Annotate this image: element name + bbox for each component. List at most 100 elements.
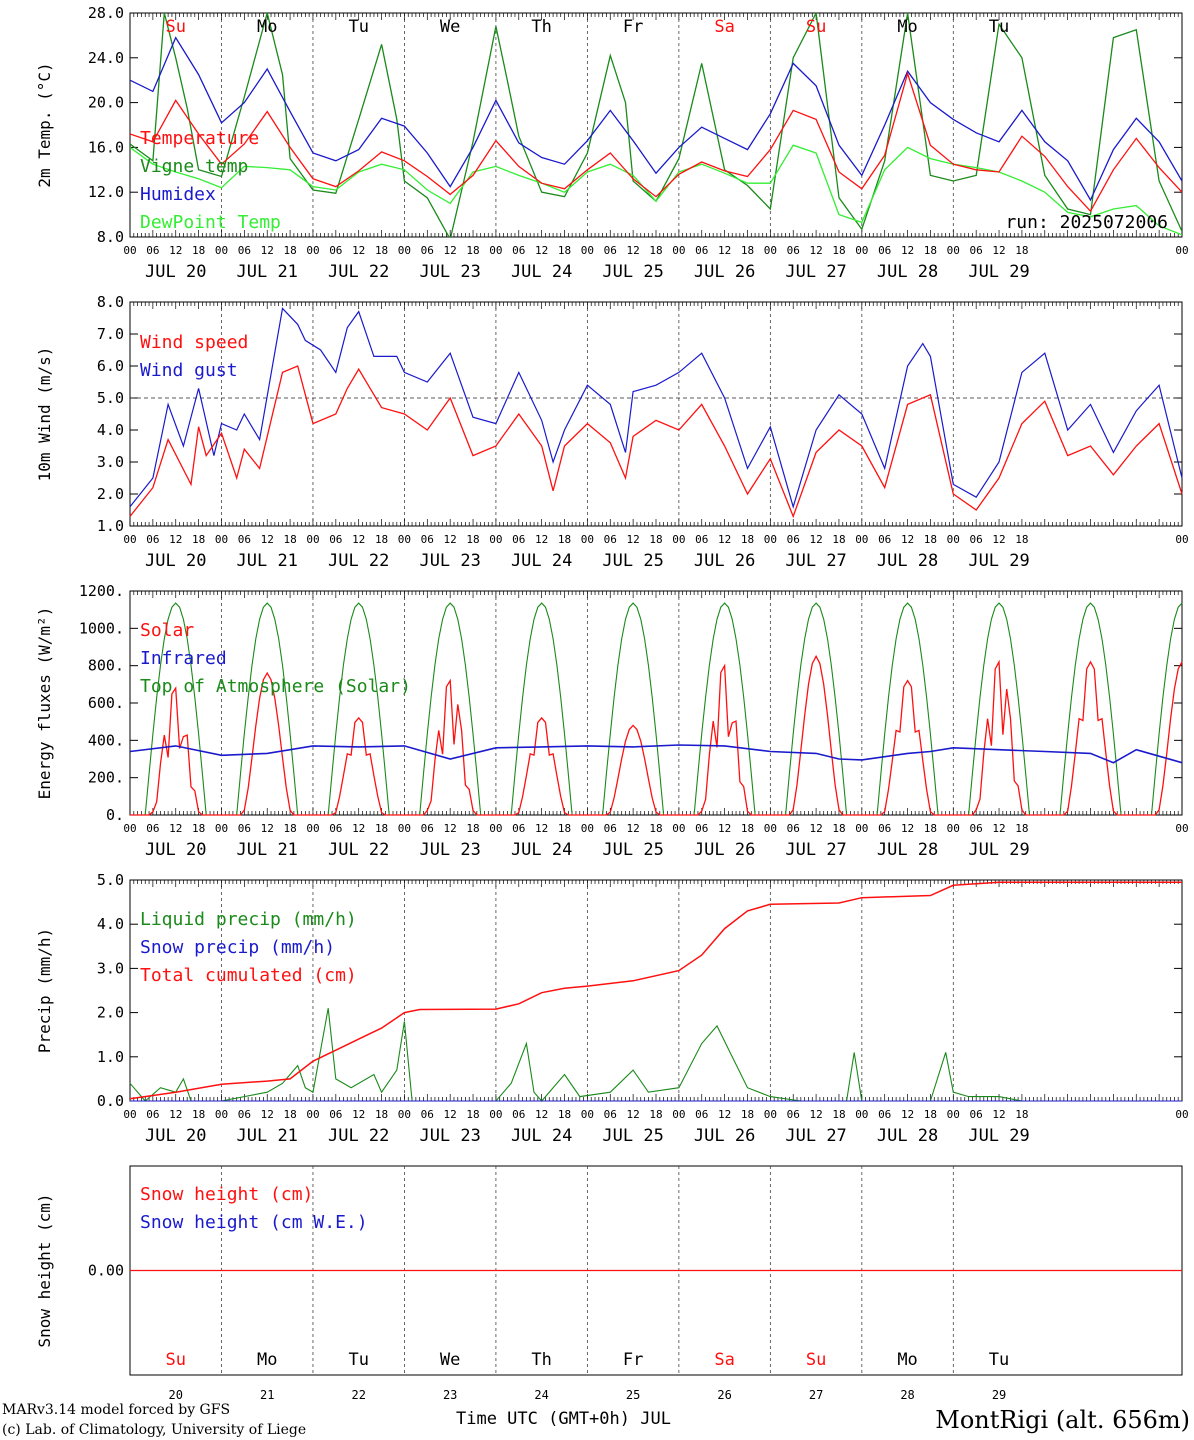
hour-label: 06: [878, 244, 891, 257]
hour-label: 06: [512, 822, 525, 835]
legend-entry: Snow height (cm W.E.): [140, 1212, 368, 1233]
hour-label: 06: [421, 533, 434, 546]
hour-label: 12: [809, 244, 822, 257]
date-label: JUL 23: [419, 1126, 480, 1146]
hour-label: 18: [649, 533, 662, 546]
hour-label: 00: [123, 822, 136, 835]
hour-label: 06: [695, 244, 708, 257]
date-label: JUL 28: [877, 840, 938, 860]
hour-label: 12: [169, 1108, 182, 1121]
hour-label: 12: [992, 533, 1005, 546]
hour-label: 12: [261, 533, 274, 546]
day-number: 21: [260, 1388, 274, 1402]
hour-label: 12: [535, 244, 548, 257]
date-label: JUL 24: [511, 551, 572, 571]
y-axis-label: 10m Wind (m/s): [35, 347, 54, 482]
hour-label: 12: [261, 822, 274, 835]
weekday-label: Tu: [989, 1350, 1009, 1370]
series-line: [130, 13, 1182, 237]
hour-label: 12: [992, 244, 1005, 257]
hour-label: 00: [947, 1108, 960, 1121]
weekday-label: Fr: [623, 1350, 643, 1370]
hour-label: 18: [558, 244, 571, 257]
hour-label: 00: [489, 1108, 502, 1121]
hour-label: 06: [604, 244, 617, 257]
time-axis-label: Time UTC (GMT+0h) JUL: [456, 1409, 671, 1429]
series-line: [130, 36, 1182, 202]
hour-label: 06: [604, 533, 617, 546]
weekday-label: Su: [806, 17, 826, 37]
hour-label: 18: [283, 244, 296, 257]
date-label: JUL 21: [237, 551, 298, 571]
y-tick-label: 3.0: [97, 453, 124, 471]
hour-label: 00: [398, 1108, 411, 1121]
hour-label: 00: [398, 244, 411, 257]
hour-label: 18: [832, 822, 845, 835]
y-tick-label: 2.0: [97, 1004, 124, 1022]
day-number: 22: [351, 1388, 365, 1402]
day-number: 27: [809, 1388, 823, 1402]
hour-label: 18: [924, 533, 937, 546]
hour-label: 12: [444, 822, 457, 835]
hour-label: 00: [489, 533, 502, 546]
series-line: [130, 71, 1182, 213]
y-axis-label: Snow height (cm): [35, 1193, 54, 1347]
hour-label: 00: [764, 533, 777, 546]
hour-label: 12: [627, 244, 640, 257]
weekday-label: Sa: [714, 17, 734, 37]
hour-label: 06: [146, 1108, 159, 1121]
hour-label: 18: [832, 533, 845, 546]
hour-label: 12: [444, 244, 457, 257]
hour-label: 12: [261, 1108, 274, 1121]
hour-label: 18: [466, 822, 479, 835]
hour-label: 18: [192, 822, 205, 835]
panel-5: 0.00 Snow height (cm) Snow height (cm) Snow…: [35, 1165, 1183, 1402]
hour-label: 06: [878, 533, 891, 546]
legend-entry: Liquid precip (mm/h): [140, 909, 357, 930]
y-tick-label: 400.: [88, 731, 124, 749]
series-line: [129, 881, 1182, 1100]
hour-label: 18: [375, 822, 388, 835]
weekday-label: Th: [531, 1350, 551, 1370]
hour-label: 18: [466, 1108, 479, 1121]
date-label: JUL 25: [602, 1126, 663, 1146]
hour-label: 06: [970, 822, 983, 835]
hour-label: 12: [535, 533, 548, 546]
hour-label: 00: [398, 822, 411, 835]
hour-label: 18: [375, 1108, 388, 1121]
hour-label: 06: [787, 822, 800, 835]
hour-label: 18: [924, 244, 937, 257]
date-label: JUL 29: [968, 551, 1029, 571]
hour-label: 18: [558, 822, 571, 835]
date-label: JUL 25: [602, 840, 663, 860]
hour-label: 12: [444, 533, 457, 546]
hour-label: 06: [329, 822, 342, 835]
hour-label: 06: [329, 244, 342, 257]
weekday-label: Fr: [623, 17, 643, 37]
hour-label: 06: [146, 533, 159, 546]
hour-label: 12: [627, 822, 640, 835]
y-axis-label: 2m Temp. (°C): [35, 62, 54, 187]
hour-label: 12: [627, 533, 640, 546]
hour-label: 00: [855, 1108, 868, 1121]
hour-label: 00: [215, 533, 228, 546]
date-label: JUL 25: [602, 551, 663, 571]
hour-label: 12: [352, 244, 365, 257]
hour-label: 06: [238, 822, 251, 835]
hour-label: 00: [215, 244, 228, 257]
y-tick-label: 20.0: [88, 94, 124, 112]
legend-entry: Wind gust: [140, 360, 238, 381]
y-tick-label: 3.0: [97, 959, 124, 977]
date-label: JUL 26: [694, 1126, 755, 1146]
hour-label: 00: [123, 1108, 136, 1121]
station-label: MontRigi (alt. 656m): [935, 1406, 1190, 1434]
y-tick-label: 0.: [106, 806, 124, 824]
hour-label: 00: [855, 822, 868, 835]
date-label: JUL 21: [237, 262, 298, 282]
hour-label: 00: [855, 244, 868, 257]
y-tick-label: 800.: [88, 657, 124, 675]
hour-label: 18: [375, 533, 388, 546]
panel-frame: [129, 590, 1183, 816]
y-tick-label: 4.0: [97, 421, 124, 439]
date-label: JUL 29: [968, 840, 1029, 860]
